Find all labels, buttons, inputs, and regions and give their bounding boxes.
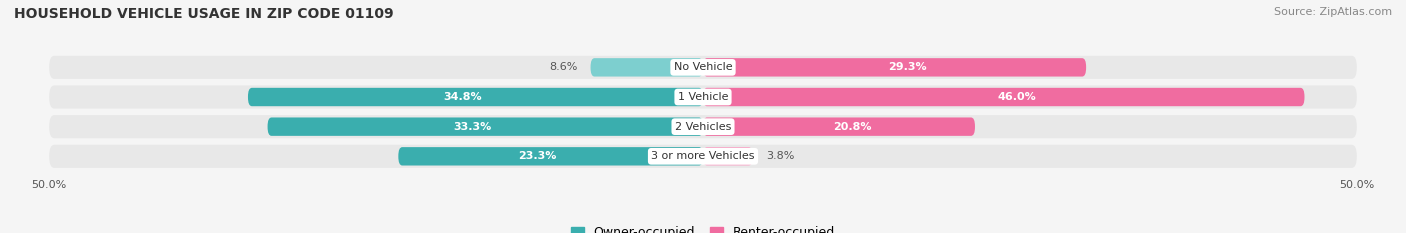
FancyBboxPatch shape [267, 117, 703, 136]
Text: 23.3%: 23.3% [519, 151, 557, 161]
FancyBboxPatch shape [49, 56, 1357, 79]
FancyBboxPatch shape [703, 147, 752, 165]
Text: 46.0%: 46.0% [997, 92, 1036, 102]
FancyBboxPatch shape [49, 86, 1357, 109]
Text: 1 Vehicle: 1 Vehicle [678, 92, 728, 102]
FancyBboxPatch shape [49, 145, 1357, 168]
Text: 33.3%: 33.3% [453, 122, 491, 132]
Text: 8.6%: 8.6% [550, 62, 578, 72]
Text: 3 or more Vehicles: 3 or more Vehicles [651, 151, 755, 161]
FancyBboxPatch shape [247, 88, 703, 106]
FancyBboxPatch shape [703, 88, 1305, 106]
FancyBboxPatch shape [49, 115, 1357, 138]
FancyBboxPatch shape [591, 58, 703, 77]
FancyBboxPatch shape [703, 117, 974, 136]
Text: Source: ZipAtlas.com: Source: ZipAtlas.com [1274, 7, 1392, 17]
Text: 29.3%: 29.3% [889, 62, 927, 72]
Text: HOUSEHOLD VEHICLE USAGE IN ZIP CODE 01109: HOUSEHOLD VEHICLE USAGE IN ZIP CODE 0110… [14, 7, 394, 21]
Text: 34.8%: 34.8% [443, 92, 482, 102]
Legend: Owner-occupied, Renter-occupied: Owner-occupied, Renter-occupied [571, 226, 835, 233]
Text: No Vehicle: No Vehicle [673, 62, 733, 72]
Text: 2 Vehicles: 2 Vehicles [675, 122, 731, 132]
Text: 20.8%: 20.8% [832, 122, 872, 132]
FancyBboxPatch shape [703, 58, 1085, 77]
FancyBboxPatch shape [398, 147, 703, 165]
Text: 3.8%: 3.8% [766, 151, 794, 161]
